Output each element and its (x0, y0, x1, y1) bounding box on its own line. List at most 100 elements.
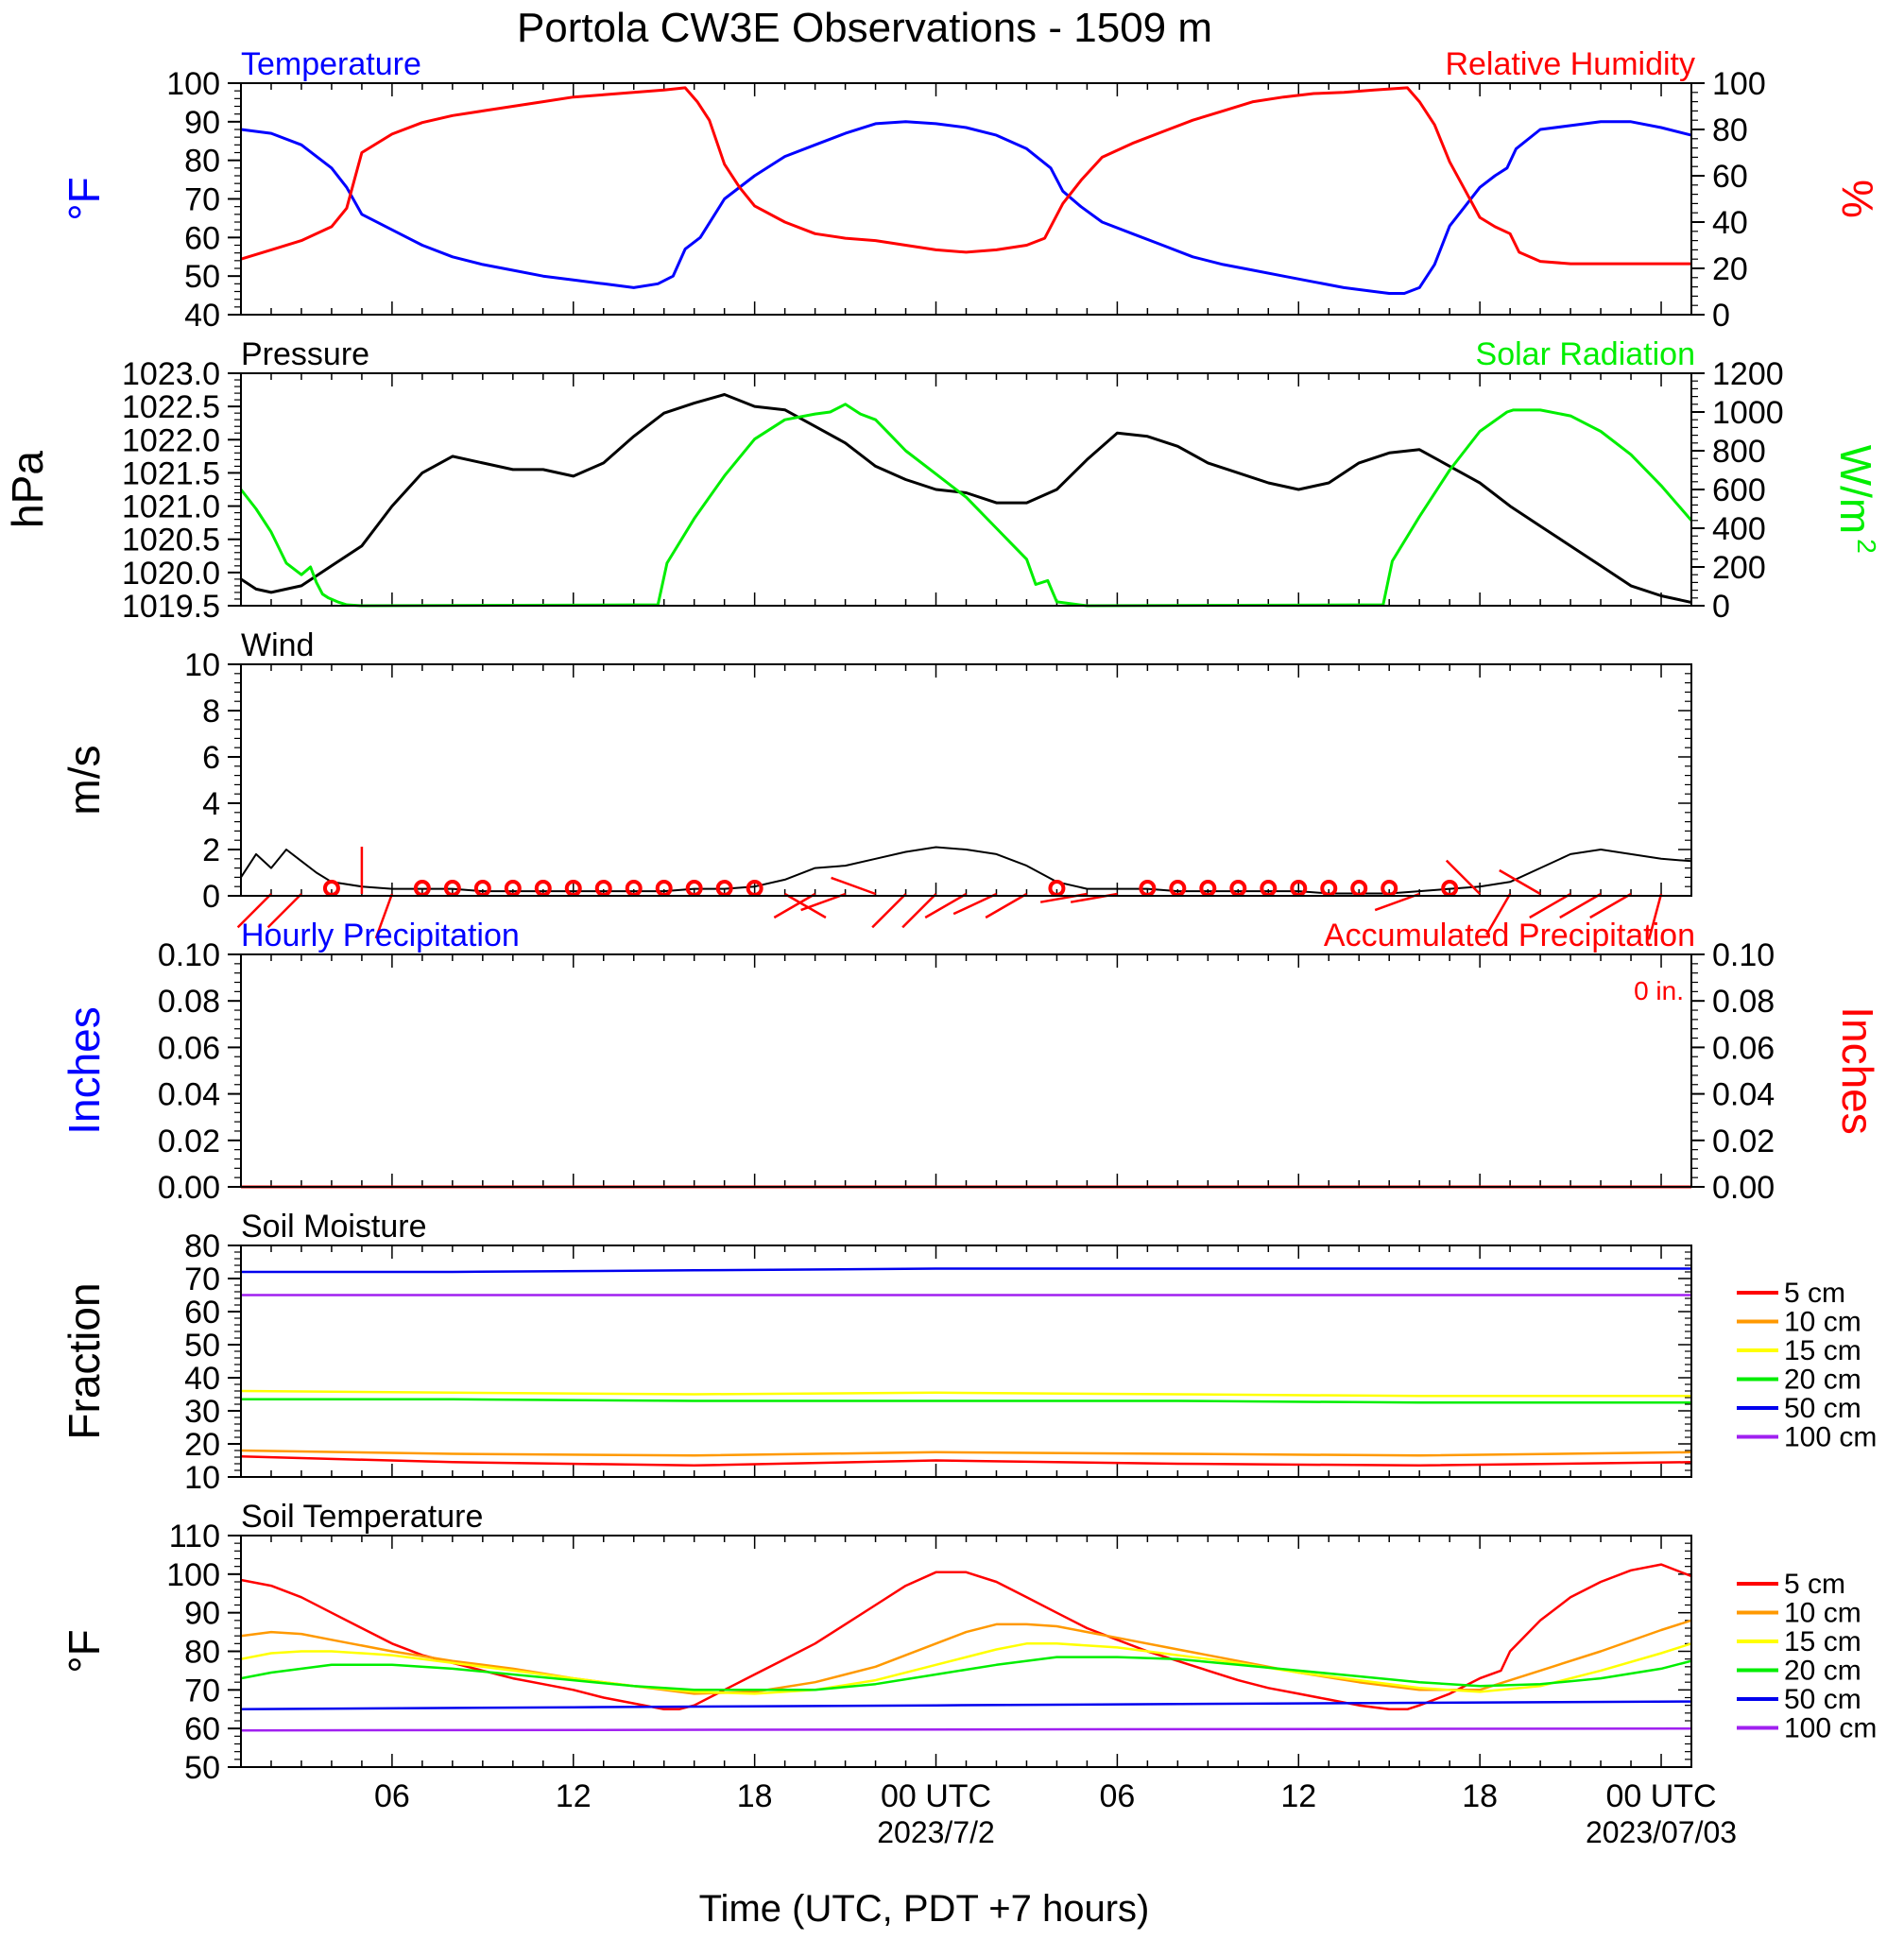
precipitation-left-tick-label: 0.06 (158, 1030, 220, 1066)
temperature-humidity-right-ylabel: % (1833, 180, 1882, 218)
x-tick-label: 00 UTC (881, 1778, 991, 1814)
pressure-solar-series-solar-radiation (239, 403, 1693, 608)
precipitation-left-tick-label: 0.04 (158, 1077, 220, 1113)
soil-moisture-series-10-cm (240, 1449, 1692, 1457)
wind-frame (240, 663, 1692, 897)
x-tick-label: 18 (1462, 1778, 1498, 1814)
pressure-solar-series-pressure (240, 393, 1692, 604)
wind-barb (952, 892, 998, 916)
soil-temperature-legend-label: 5 cm (1784, 1569, 1845, 1600)
pressure-solar-right-ylabel: W/m (1831, 445, 1880, 535)
pressure-solar-frame (240, 372, 1692, 607)
soil-moisture-legend-label: 50 cm (1784, 1393, 1861, 1424)
precipitation-left-title: Hourly Precipitation (241, 918, 520, 953)
wind-barb (236, 893, 272, 929)
precipitation-right-tick-label: 0.08 (1712, 984, 1775, 1020)
wind-left-tick-label: 0 (202, 879, 220, 915)
soil-moisture-series-5-cm (240, 1455, 1692, 1468)
soil-temperature-left-title: Soil Temperature (241, 1499, 483, 1535)
wind-series-wind (240, 846, 1692, 895)
precipitation-panel: 0.00 0.02 0.04 0.06 0.08 0.10 0.00 0.02 0.04 0.06… (60, 918, 1882, 1206)
soil-moisture-left-tick-label: 50 (184, 1328, 220, 1364)
soil-moisture-left-tick-label: 60 (184, 1295, 220, 1331)
pressure-solar-left-tick-label: 1023.0 (122, 356, 220, 392)
soil-moisture-left-tick-label: 30 (184, 1394, 220, 1430)
soil-temperature-left-tick-label: 80 (184, 1635, 220, 1671)
x-tick-label: 06 (374, 1778, 410, 1814)
soil-moisture-series-50-cm (241, 1267, 1691, 1274)
wind-barb (1647, 893, 1663, 940)
soil-moisture-left-tick-label: 70 (184, 1262, 220, 1297)
x-tick-label: 12 (556, 1778, 592, 1814)
wind-barb (1559, 892, 1602, 919)
pressure-solar-left-tick-label: 1020.0 (122, 556, 220, 592)
pressure-solar-right-tick-label: 200 (1712, 550, 1766, 586)
wind-left-title: Wind (241, 627, 314, 663)
wind-barb (924, 892, 968, 919)
pressure-solar-left-ylabel: hPa (3, 451, 52, 528)
soil-moisture-left-tick-label: 80 (184, 1228, 220, 1264)
wind-left-tick-label: 4 (202, 786, 220, 822)
temperature-humidity-frame (240, 82, 1692, 316)
pressure-solar-right-title: Solar Radiation (1476, 336, 1695, 372)
temperature-humidity-left-tick-label: 100 (166, 66, 220, 102)
soil-moisture-series-20-cm (241, 1398, 1691, 1404)
x-tick-label: 18 (737, 1778, 773, 1814)
wind-barb (1445, 859, 1482, 895)
wind-barb (783, 892, 827, 919)
wind-barb (1485, 893, 1512, 936)
pressure-solar-left-tick-label: 1019.5 (122, 589, 220, 625)
precipitation-right-tick-label: 0.02 (1712, 1124, 1775, 1159)
wind-barb (1499, 868, 1541, 896)
soil-temperature-series-50-cm (240, 1700, 1692, 1711)
soil-temperature-legend-label: 50 cm (1784, 1684, 1861, 1715)
soil-temperature-left-tick-label: 100 (166, 1557, 220, 1593)
soil-moisture-legend-label: 100 cm (1784, 1422, 1877, 1453)
temperature-humidity-left-tick-label: 70 (184, 182, 220, 218)
soil-temperature-left-tick-label: 60 (184, 1711, 220, 1747)
soil-temperature-left-tick-label: 50 (184, 1750, 220, 1786)
soil-temperature-left-tick-label: 110 (169, 1519, 220, 1554)
temperature-humidity-left-ylabel: °F (60, 177, 109, 221)
wind-barb (871, 893, 907, 929)
soil-moisture-frame (240, 1245, 1692, 1478)
soil-temperature-legend-label: 100 cm (1784, 1713, 1877, 1744)
temperature-humidity-left-tick-label: 50 (184, 259, 220, 295)
pressure-solar-left-tick-label: 1021.0 (122, 489, 220, 525)
wind-barb (266, 893, 302, 929)
pressure-solar-left-tick-label: 1022.5 (122, 389, 220, 425)
pressure-solar-left-tick-label: 1021.5 (122, 455, 220, 491)
x-tick-label: 00 UTC (1605, 1778, 1716, 1814)
temperature-humidity-left-tick-label: 60 (184, 220, 220, 256)
soil-moisture-left-tick-label: 40 (184, 1361, 220, 1397)
pressure-solar-left-title: Pressure (241, 336, 369, 372)
x-tick-label: 06 (1099, 1778, 1135, 1814)
pressure-solar-left-tick-label: 1020.5 (122, 523, 220, 558)
soil-moisture-series-15-cm (240, 1389, 1691, 1398)
x-date-label: 2023/07/03 (1586, 1815, 1737, 1849)
soil-temperature-series-5-cm (240, 1563, 1692, 1711)
precipitation-left-tick-label: 0.00 (158, 1170, 220, 1206)
wind-barb (901, 893, 937, 929)
temperature-humidity-right-tick-label: 0 (1712, 298, 1730, 334)
precipitation-right-tick-label: 0.06 (1712, 1030, 1775, 1066)
temperature-humidity-left-tick-label: 40 (184, 298, 220, 334)
soil-moisture-legend-label: 5 cm (1784, 1278, 1845, 1309)
soil-temperature-left-tick-label: 70 (184, 1673, 220, 1708)
precipitation-right-title: Accumulated Precipitation (1324, 918, 1695, 953)
precipitation-right-ylabel: Inches (1833, 1006, 1882, 1135)
temperature-humidity-right-tick-label: 80 (1712, 112, 1748, 148)
soil-temperature-legend-label: 20 cm (1784, 1656, 1861, 1687)
figure-title: Portola CW3E Observations - 1509 m (517, 5, 1212, 51)
temperature-humidity-right-tick-label: 40 (1712, 205, 1748, 241)
wind-barb (831, 876, 876, 896)
precipitation-right-tick-label: 0.00 (1712, 1170, 1775, 1206)
temperature-humidity-series-relative-humidity (240, 86, 1691, 266)
wind-panel: 0 2 4 6 8 10 Wind m/s (60, 627, 1692, 940)
pressure-solar-right-ylabel-superscript: 2 (1852, 539, 1881, 554)
